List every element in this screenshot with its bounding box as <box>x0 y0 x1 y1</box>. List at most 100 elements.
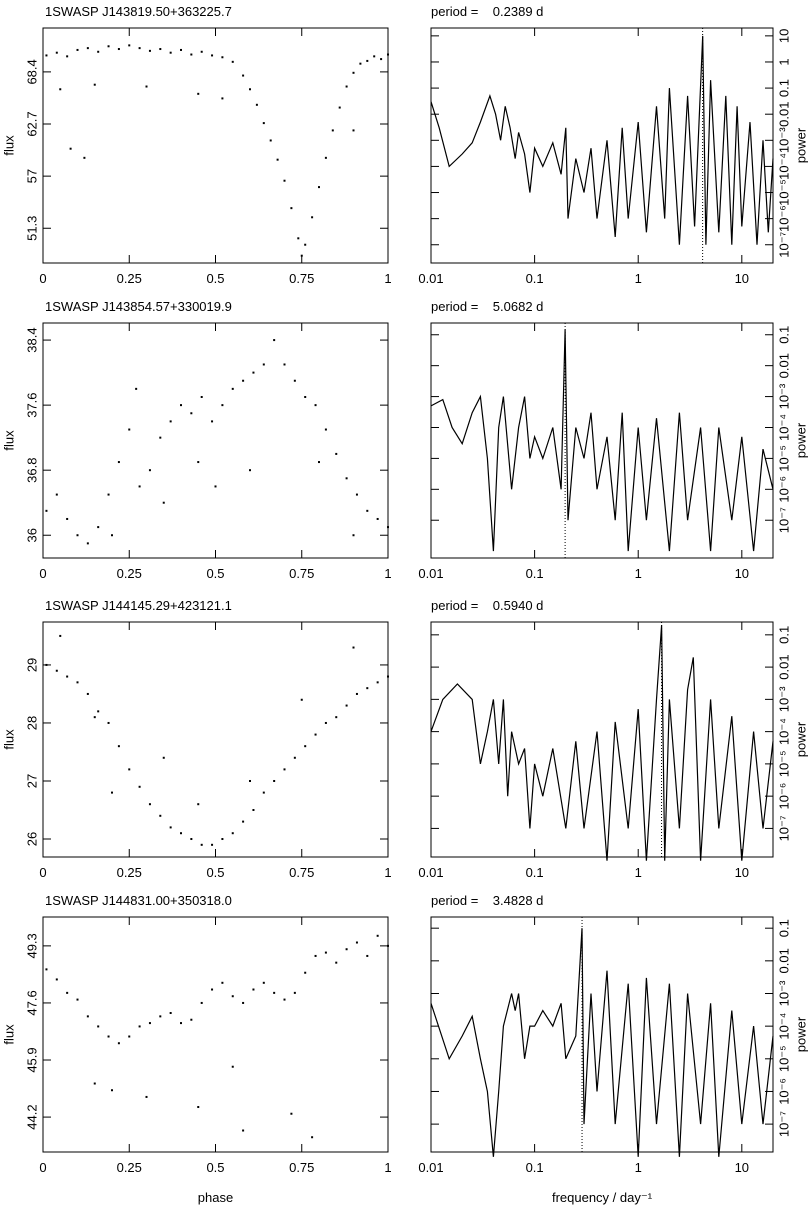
power-spectrum <box>430 928 774 1157</box>
data-point <box>387 526 389 529</box>
data-point <box>297 237 300 240</box>
y-tick-label: 10⁻⁷ <box>776 507 791 533</box>
x-tick-label: 0.01 <box>418 865 443 880</box>
y-tick-label: 10⁻⁷ <box>776 231 791 257</box>
x-tick-label: 0 <box>39 1160 46 1175</box>
data-point <box>83 156 86 159</box>
data-point <box>221 97 224 100</box>
data-point <box>335 452 338 455</box>
data-point <box>221 404 224 407</box>
data-point <box>352 534 355 537</box>
data-point <box>97 710 100 713</box>
data-point <box>314 954 317 957</box>
data-point <box>283 179 286 182</box>
data-point <box>252 809 255 811</box>
data-point <box>304 395 307 398</box>
data-point <box>387 675 389 678</box>
y-axis-label: flux <box>1 1024 16 1045</box>
x-tick-label: 0 <box>39 271 46 286</box>
panel-title: period = 3.4828 d <box>431 893 543 908</box>
x-tick-label: 0.25 <box>117 566 142 581</box>
data-point <box>211 988 214 991</box>
data-point <box>387 944 389 947</box>
data-point <box>45 54 48 57</box>
data-point <box>355 692 358 695</box>
data-point <box>304 971 307 974</box>
data-point <box>97 50 100 53</box>
data-point <box>190 53 193 56</box>
panel-title: 1SWASP J144145.29+423121.1 <box>45 598 232 613</box>
y-tick-label: 10⁻³ <box>776 127 791 153</box>
plot-frame <box>430 621 774 858</box>
data-point <box>97 526 100 529</box>
power-spectrum <box>430 625 774 861</box>
y-tick-label: 44.2 <box>24 1104 39 1129</box>
plot-frame <box>430 27 774 264</box>
data-point <box>255 103 258 106</box>
x-tick-label: 10 <box>735 271 749 286</box>
x-tick-label: 0.5 <box>206 566 224 581</box>
data-point <box>66 55 69 58</box>
data-point <box>335 961 338 964</box>
data-point <box>318 461 320 464</box>
data-point <box>45 968 48 971</box>
data-point <box>293 756 296 759</box>
y-tick-label: 0.01 <box>776 948 791 973</box>
data-point <box>159 1015 162 1018</box>
x-tick-label: 0.01 <box>418 271 443 286</box>
data-point <box>221 838 224 841</box>
data-point <box>190 838 193 841</box>
data-point <box>338 106 341 109</box>
data-point <box>55 493 58 496</box>
data-point <box>93 1082 96 1085</box>
y-axis-label: power <box>793 422 808 458</box>
x-tick-label: 0.1 <box>526 865 544 880</box>
data-point <box>45 509 48 512</box>
x-tick-label: 0.75 <box>289 566 314 581</box>
data-point <box>324 428 327 431</box>
data-point <box>221 981 224 984</box>
data-point <box>200 843 203 846</box>
data-point <box>324 156 327 159</box>
y-tick-label: 10⁻³ <box>776 686 791 712</box>
data-point <box>242 74 245 77</box>
y-tick-label: 10⁻⁵ <box>776 751 791 778</box>
data-point <box>111 1089 113 1092</box>
data-point <box>242 1129 245 1132</box>
y-tick-label: 57 <box>24 169 39 183</box>
y-tick-label: 47.6 <box>24 990 39 1015</box>
x-tick-label: 0.5 <box>206 865 224 880</box>
plot-frame <box>42 621 389 858</box>
data-point <box>376 681 379 684</box>
data-point <box>376 517 379 520</box>
data-point <box>380 58 383 61</box>
y-tick-label: 51.3 <box>24 216 39 241</box>
data-point <box>145 85 148 88</box>
y-tick-label: 38.4 <box>24 327 39 352</box>
panel-title: period = 5.0682 d <box>431 299 543 314</box>
y-tick-label: 29 <box>24 658 39 672</box>
x-tick-label: 1 <box>384 1160 391 1175</box>
data-point <box>345 477 348 480</box>
data-point <box>345 704 348 707</box>
y-tick-label: 10⁻³ <box>776 980 791 1006</box>
data-point <box>300 698 303 701</box>
data-point <box>335 716 338 719</box>
data-point <box>314 733 317 736</box>
y-axis-label: power <box>793 721 808 757</box>
data-point <box>107 493 110 496</box>
data-point <box>138 47 141 50</box>
data-point <box>304 745 307 748</box>
data-point <box>359 62 362 65</box>
data-point <box>117 461 120 464</box>
y-axis-label: power <box>793 1016 808 1052</box>
data-point <box>269 139 272 142</box>
y-tick-label: 10⁻⁴ <box>776 414 791 441</box>
data-point <box>283 768 286 771</box>
data-point <box>273 779 276 782</box>
data-point <box>262 363 265 366</box>
data-point <box>211 54 214 57</box>
y-tick-label: 10⁻⁴ <box>776 153 791 180</box>
data-point <box>273 339 276 342</box>
